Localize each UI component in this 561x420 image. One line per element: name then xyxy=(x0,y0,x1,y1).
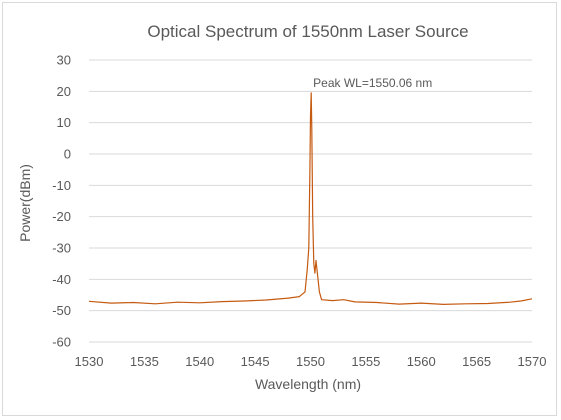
y-tick-label: -10 xyxy=(52,178,71,193)
y-tick-label: 30 xyxy=(57,53,71,68)
y-tick-labels: 30 20 10 0 -10 -20 -30 -40 -50 -60 xyxy=(52,53,71,350)
y-tick-label: -50 xyxy=(52,303,71,318)
optical-spectrum-chart: Optical Spectrum of 1550nm Laser Source … xyxy=(17,22,547,392)
x-tick-label: 1555 xyxy=(351,354,380,369)
chart-title: Optical Spectrum of 1550nm Laser Source xyxy=(147,22,468,41)
y-tick-label: -40 xyxy=(52,272,71,287)
y-axis-title: Power(dBm) xyxy=(17,164,33,242)
x-tick-label: 1550 xyxy=(296,354,325,369)
chart-frame: Optical Spectrum of 1550nm Laser Source … xyxy=(2,2,557,416)
x-axis-title: Wavelength (nm) xyxy=(255,376,361,392)
y-tick-label: -60 xyxy=(52,335,71,350)
x-tick-label: 1545 xyxy=(241,354,270,369)
y-tick-label: 10 xyxy=(57,115,71,130)
x-tick-label: 1540 xyxy=(185,354,214,369)
x-tick-label: 1530 xyxy=(75,354,104,369)
x-tick-labels: 1530 1535 1540 1545 1550 1555 1560 1565 1570 xyxy=(75,354,547,369)
gridlines xyxy=(89,59,532,343)
spectrum-series-line-0 xyxy=(88,92,533,305)
series-layer xyxy=(88,92,533,305)
x-tick-label: 1535 xyxy=(130,354,159,369)
x-tick-label: 1565 xyxy=(462,354,491,369)
peak-annotation: Peak WL=1550.06 nm xyxy=(313,76,432,90)
y-tick-label: -20 xyxy=(52,209,71,224)
x-tick-label: 1560 xyxy=(407,354,436,369)
x-tick-label: 1570 xyxy=(518,354,547,369)
y-tick-label: 20 xyxy=(57,84,71,99)
y-tick-label: -30 xyxy=(52,241,71,256)
y-tick-label: 0 xyxy=(64,147,71,162)
